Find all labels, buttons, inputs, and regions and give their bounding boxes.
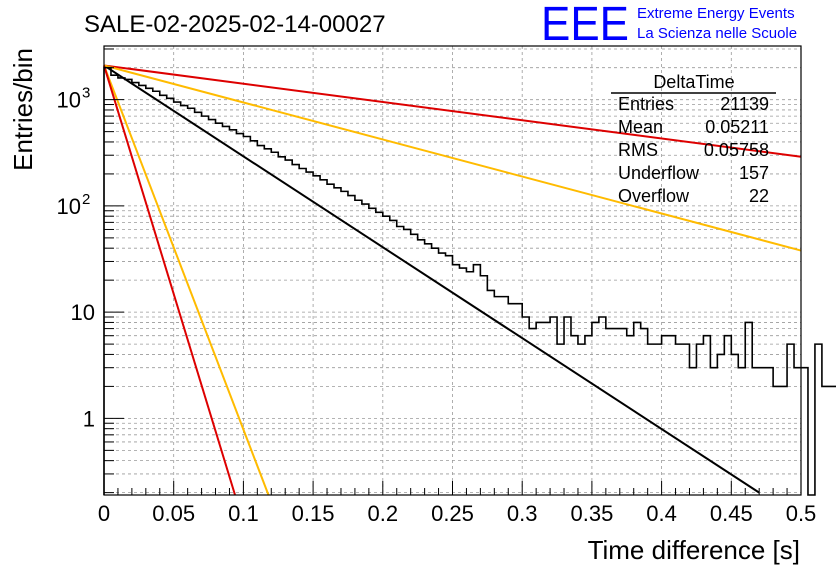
fit-lines <box>103 64 802 496</box>
fit-line <box>103 65 236 496</box>
tick-labels: 0 0.05 0.1 0.15 0.2 0.25 0.3 0.35 0.4 0.45 0.510 31… <box>57 85 817 526</box>
y-tick-exponent: 2 <box>82 191 90 208</box>
stats-label-mean: Mean <box>618 117 663 137</box>
stats-value-mean: 0.05211 <box>705 117 769 137</box>
stats-value-overflow: 22 <box>749 186 769 206</box>
project-subtitle: La Scienza nelle Scuole <box>637 25 797 42</box>
stats-value-rms: 0.05758 <box>704 140 769 160</box>
x-tick-label: 0.25 <box>431 501 474 526</box>
x-tick-label: 0.35 <box>570 501 613 526</box>
fit-line <box>103 64 760 494</box>
stats-value-underflow: 157 <box>739 163 769 183</box>
histogram-outline <box>103 66 836 496</box>
x-axis-title: Time difference [s] <box>588 535 800 565</box>
x-tick-label: 0.3 <box>507 501 538 526</box>
stats-box: DeltaTime Entries 21139 Mean 0.05211 RMS… <box>611 72 776 206</box>
y-tick-label: 10 <box>57 194 81 219</box>
eee-logo: EEE <box>541 0 629 51</box>
chart-title: SALE-02-2025-02-14-00027 <box>84 11 386 38</box>
fit-line <box>103 64 802 158</box>
fit-line <box>103 65 270 496</box>
grid-lines <box>104 46 801 495</box>
y-tick-label: 1 <box>83 406 95 431</box>
x-tick-label: 0.4 <box>646 501 677 526</box>
x-tick-label: 0.15 <box>292 501 335 526</box>
histogram <box>103 66 836 496</box>
y-tick-exponent: 3 <box>82 85 90 102</box>
project-name: Extreme Energy Events <box>637 5 795 22</box>
axis-ticks <box>103 48 802 495</box>
x-tick-label: 0.1 <box>228 501 259 526</box>
x-tick-label: 0.45 <box>710 501 753 526</box>
x-tick-label: 0 <box>98 501 110 526</box>
x-tick-label: 0.5 <box>786 501 817 526</box>
stats-value-entries: 21139 <box>720 94 769 114</box>
x-tick-label: 0.2 <box>368 501 399 526</box>
fit-line <box>103 64 802 252</box>
stats-label-underflow: Underflow <box>618 163 700 183</box>
stats-label-rms: RMS <box>618 140 658 160</box>
y-tick-label: 10 <box>57 88 81 113</box>
x-tick-label: 0.05 <box>152 501 195 526</box>
stats-label-overflow: Overflow <box>618 186 690 206</box>
stats-box-title: DeltaTime <box>653 72 734 92</box>
stats-label-entries: Entries <box>618 94 674 114</box>
y-axis-title: Entries/bin <box>8 48 38 171</box>
y-tick-label: 10 <box>71 300 95 325</box>
